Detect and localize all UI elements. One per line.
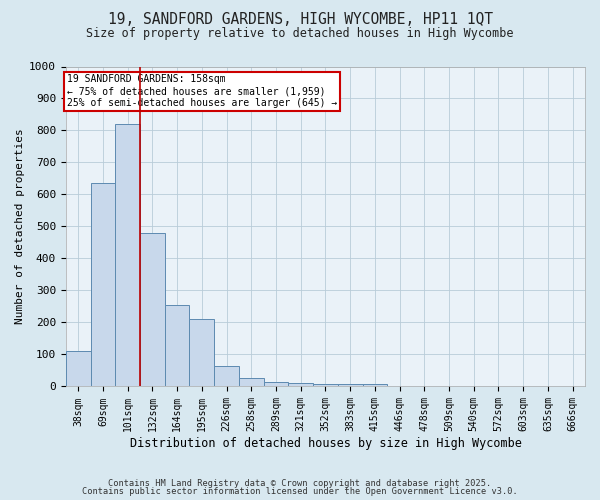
Bar (263, 382, 289, 386)
Text: 19, SANDFORD GARDENS, HIGH WYCOMBE, HP11 1QT: 19, SANDFORD GARDENS, HIGH WYCOMBE, HP11… (107, 12, 493, 28)
Bar (362, 384, 387, 386)
Text: 19 SANDFORD GARDENS: 158sqm
← 75% of detached houses are smaller (1,959)
25% of : 19 SANDFORD GARDENS: 158sqm ← 75% of det… (67, 74, 337, 108)
Bar (190, 320, 214, 386)
Text: Contains public sector information licensed under the Open Government Licence v3: Contains public sector information licen… (82, 487, 518, 496)
Bar (289, 384, 313, 386)
Bar (165, 305, 190, 386)
Bar (313, 384, 338, 386)
Bar (66, 352, 91, 386)
Text: Size of property relative to detached houses in High Wycombe: Size of property relative to detached ho… (86, 28, 514, 40)
Bar (91, 184, 115, 386)
Bar (239, 378, 263, 386)
Bar (115, 124, 140, 386)
Bar (140, 233, 165, 386)
Bar (214, 366, 239, 386)
X-axis label: Distribution of detached houses by size in High Wycombe: Distribution of detached houses by size … (130, 437, 521, 450)
Y-axis label: Number of detached properties: Number of detached properties (15, 128, 25, 324)
Bar (338, 384, 362, 386)
Text: Contains HM Land Registry data © Crown copyright and database right 2025.: Contains HM Land Registry data © Crown c… (109, 478, 491, 488)
